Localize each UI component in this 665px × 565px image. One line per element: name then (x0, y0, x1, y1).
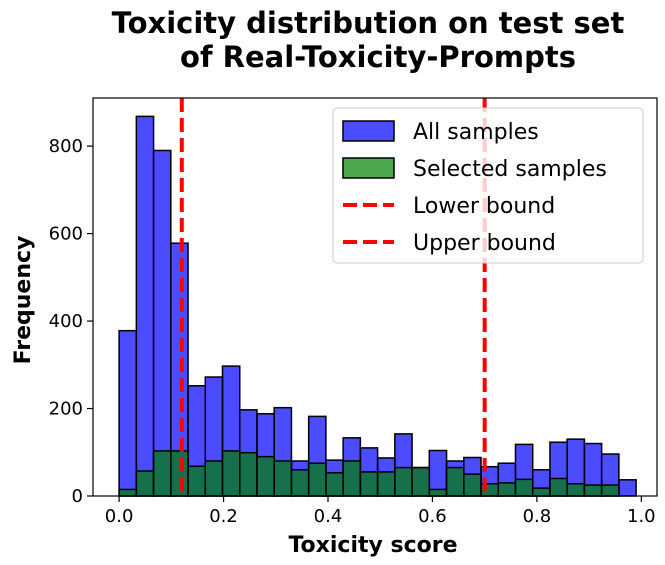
all-samples-bar (152, 149, 172, 497)
x-tick-label: 1.0 (627, 506, 656, 527)
legend-swatch-all-samples (342, 120, 395, 142)
selected-samples-bar (359, 471, 379, 497)
x-axis-label: Toxicity score (288, 533, 457, 558)
selected-samples-bar (325, 472, 344, 497)
all-samples-bar (118, 329, 138, 497)
all-samples-bar (135, 115, 155, 497)
selected-samples-bar (411, 466, 431, 497)
selected-samples-bar (135, 470, 155, 497)
y-tick-label: 400 (49, 311, 83, 332)
legend-label-lower-bound: Lower bound (413, 194, 555, 219)
selected-samples-bar (463, 473, 482, 497)
all-samples-bar (618, 479, 637, 497)
selected-samples-bar (273, 460, 293, 497)
selected-samples-bar (170, 450, 189, 497)
chart-title-line-1: Toxicity distribution on test set (112, 6, 625, 40)
selected-samples-bar (256, 455, 275, 497)
selected-samples-bar (514, 478, 534, 497)
legend-label-upper-bound: Upper bound (413, 231, 556, 256)
y-axis-label: Frequency (11, 236, 36, 365)
selected-samples-bar (497, 482, 517, 497)
selected-samples-bar (307, 462, 327, 497)
x-tick-label: 0.0 (105, 506, 134, 527)
x-tick-label: 0.4 (314, 506, 343, 527)
chart-title-line-2: of Real-Toxicity-Prompts (180, 40, 576, 74)
selected-samples-bar (531, 487, 551, 497)
y-tick-label: 800 (49, 136, 83, 157)
x-axis-ticks: 0.0 0.2 0.4 0.6 0.8 1.0 (105, 496, 656, 527)
selected-samples-bar (445, 466, 465, 497)
y-tick-label: 0 (72, 486, 83, 507)
selected-samples-bar (583, 484, 603, 497)
y-tick-label: 600 (49, 224, 83, 245)
selected-samples-bar (376, 471, 396, 497)
selected-samples-bar (290, 469, 310, 497)
selected-samples-bar (566, 483, 586, 497)
x-tick-label: 0.8 (523, 506, 552, 527)
legend-box (332, 107, 644, 264)
selected-samples-bar (152, 450, 172, 497)
selected-samples-bar (549, 477, 568, 497)
selected-samples-bar (342, 460, 362, 497)
selected-samples-bar (428, 488, 448, 497)
legend-label-selected-samples: Selected samples (413, 157, 607, 182)
selected-samples-bar (221, 450, 241, 497)
chart-legend: All samples Selected samples Lower bound… (332, 107, 644, 264)
y-axis-ticks: 0 200 400 600 800 (49, 136, 93, 507)
selected-samples-bar (187, 465, 207, 497)
selected-samples-bar (394, 466, 413, 497)
selected-samples-bars (118, 450, 620, 497)
selected-samples-bar (238, 451, 258, 497)
selected-samples-bar (118, 488, 138, 497)
y-tick-label: 200 (49, 399, 83, 420)
x-tick-label: 0.2 (209, 506, 238, 527)
legend-label-all-samples: All samples (413, 120, 539, 145)
selected-samples-bar (600, 484, 620, 497)
selected-samples-bar (204, 460, 224, 497)
plot-area-frame (92, 97, 658, 497)
legend-swatch-selected-samples (342, 157, 395, 179)
x-tick-label: 0.6 (418, 506, 447, 527)
